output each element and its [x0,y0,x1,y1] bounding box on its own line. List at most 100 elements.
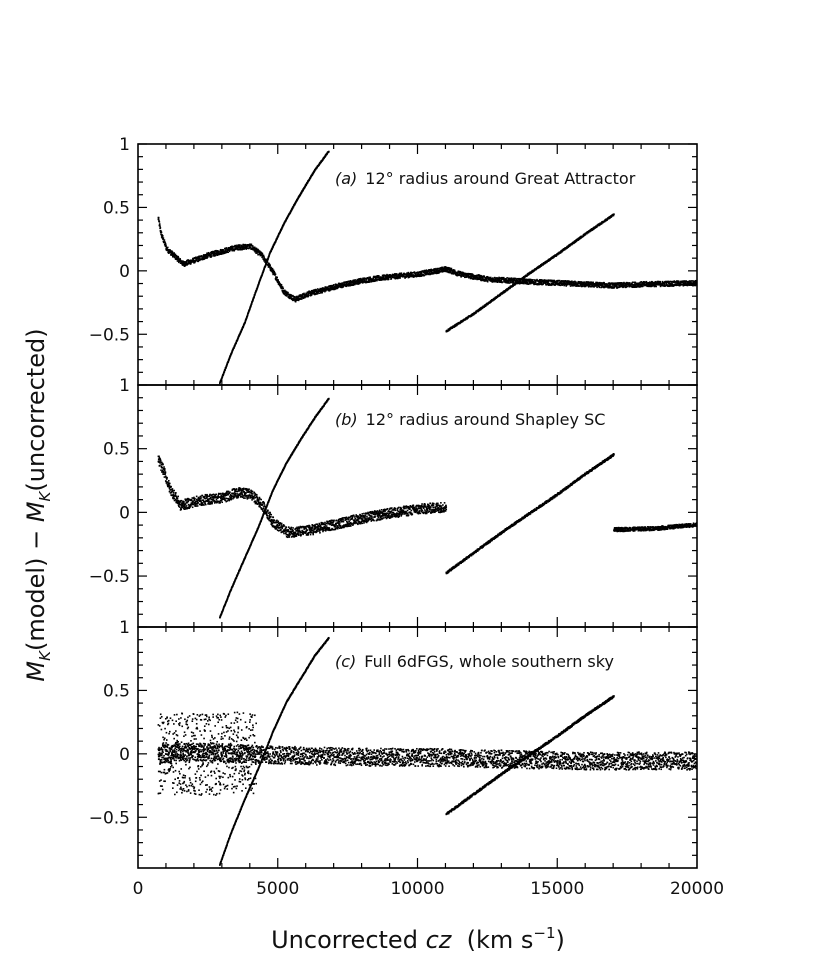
data-point [335,286,337,289]
data-point [538,279,540,282]
data-point [583,281,586,284]
data-point [554,282,557,284]
data-point [386,275,389,277]
data-point [184,263,186,265]
data-point [222,250,224,253]
data-point [179,258,181,260]
data-point [456,271,458,274]
data-point [614,285,616,287]
data-point [220,248,222,251]
data-point [506,277,508,279]
data-point [484,280,486,282]
data-point [441,271,444,273]
data-point [240,330,242,333]
data-point [564,282,567,285]
data-point [565,285,568,287]
data-point [680,280,683,283]
data-point [253,295,256,298]
data-point [281,287,284,290]
data-point [649,284,651,286]
data-point [207,251,210,254]
data-point [407,271,410,274]
data-point [665,282,668,285]
data-point [664,284,667,287]
data-point [252,247,255,250]
data-point [449,271,452,273]
data-point [635,284,637,286]
data-point [563,284,565,287]
data-point [162,238,164,240]
data-point [327,287,329,289]
data-point [202,255,205,258]
data-point [595,281,597,284]
data-point [378,275,380,277]
data-point [437,267,440,270]
data-point [299,298,301,301]
data-point [250,243,253,246]
data-point [657,280,659,283]
data-point [180,261,182,264]
panel-data [157,150,697,385]
data-point [547,280,550,282]
data-point [542,282,545,284]
data-point [359,279,362,281]
y-tick-label: 0.5 [103,440,130,460]
data-point [349,284,351,287]
data-point [612,287,614,289]
data-point [448,268,450,271]
data-point [283,290,286,293]
data-point [640,281,643,283]
data-point [359,277,362,280]
data-point [461,274,463,277]
data-point [641,285,644,288]
data-point [546,280,549,282]
data-point [269,265,271,268]
data-point [317,292,319,294]
data-point [682,280,684,282]
data-point [201,255,203,258]
data-point [271,271,274,274]
data-point [693,280,695,283]
data-point [500,280,502,282]
data-point [244,320,247,323]
data-point [684,282,687,285]
data-point [550,284,552,287]
data-point [233,249,236,252]
data-point [486,280,489,282]
data-point [433,272,436,274]
data-point [365,278,367,281]
data-point [430,268,433,271]
data-point [181,264,184,266]
data-point [652,283,655,285]
data-point [679,284,681,287]
data-point [468,275,471,278]
data-point [421,270,423,273]
data-point [176,257,178,260]
data-point [426,271,429,274]
data-point [694,284,697,287]
data-point [544,279,546,282]
data-point [471,273,473,275]
data-point [406,272,408,274]
data-point [522,281,525,283]
data-point [402,274,405,276]
data-point [197,259,200,261]
data-point [475,311,477,314]
data-point [242,245,245,248]
data-point [394,274,397,277]
data-point [522,279,525,282]
data-point [197,260,200,263]
data-point [604,286,607,288]
data-point [300,298,303,300]
data-point [530,282,532,285]
data-point [350,282,352,284]
data-point [344,281,346,283]
data-point [219,382,221,385]
data-point [188,261,191,263]
data-point [509,287,511,289]
data-point [222,252,225,255]
data-point [262,254,265,257]
data-point [595,284,598,287]
data-point [219,252,221,254]
data-point [460,275,462,278]
